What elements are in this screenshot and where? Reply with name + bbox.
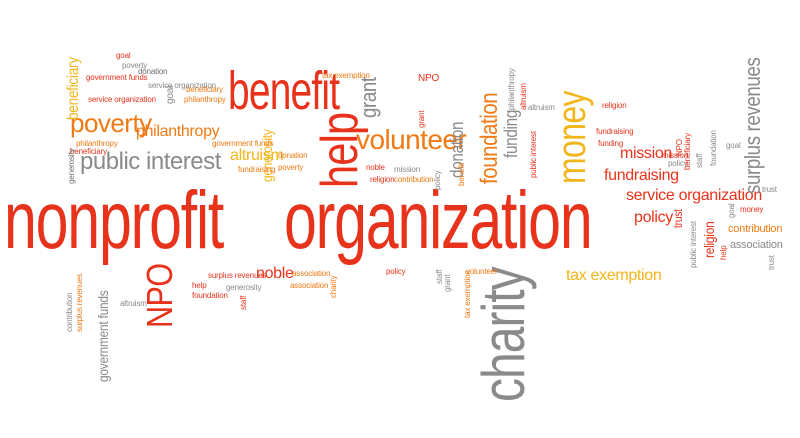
word-volunteer-low: volunteer (466, 267, 498, 276)
word-philanthropy-right: philanthropy (507, 68, 516, 110)
word-nonprofit: nonprofit (4, 175, 224, 266)
word-religion-mid: religion (370, 175, 395, 184)
word-philanthropy-small: philanthropy (184, 95, 226, 104)
word-poverty: poverty (70, 108, 152, 138)
word-npo-small: NPO (418, 73, 440, 84)
word-trust-small: trust (762, 185, 777, 194)
word-npo-right: NPO (675, 139, 684, 156)
word-foundation: foundation (476, 92, 503, 184)
word-beneficiary-small: beneficiary (186, 85, 223, 94)
word-benefit: benefit (228, 61, 340, 121)
word-volunteer: volunteer (356, 124, 467, 155)
word-service-organization-small: service organization (148, 81, 216, 90)
word-policy-small: policy (668, 159, 688, 168)
word-fundraising-mid: fundraising (238, 165, 276, 174)
word-philanthropy-mid: philanthropy (76, 139, 118, 148)
word-government-funds-small: government funds (86, 73, 148, 82)
word-help: help (311, 112, 369, 188)
word-tax-exemption: tax exemption (566, 267, 662, 284)
word-contribution-left: contribution (65, 292, 74, 332)
word-charity: charity (470, 267, 537, 402)
word-public-interest: public interest (80, 148, 221, 175)
word-tax-exemption-small: tax exemption (322, 71, 370, 80)
word-tax-exemption-mid: tax exemption (463, 270, 472, 318)
word-beneficiary-right: beneficiary (683, 133, 692, 170)
word-generosity-low: generosity (226, 283, 262, 292)
word-contribution: contribution (728, 223, 783, 235)
word-noble-mid: noble (366, 163, 385, 172)
word-government-funds-mid: government funds (212, 139, 274, 148)
word-donation-mid: donation (278, 151, 308, 160)
word-association-low: association (292, 269, 331, 278)
word-altruism-low: altruism (120, 299, 147, 308)
word-foundation-right: foundation (709, 130, 718, 166)
word-grant: grant (356, 77, 381, 118)
word-goal-right: goal (727, 203, 736, 219)
word-religion-small: religion (602, 101, 627, 110)
word-goal: goal (116, 51, 131, 60)
word-mission-small: mission (662, 151, 688, 160)
word-funding: funding (501, 109, 521, 158)
word-goal-left: goal (165, 85, 176, 104)
word-public-interest-right: public interest (529, 131, 538, 178)
word-nonprofit-organization-small: service organization (88, 95, 156, 104)
word-surplus-revenues-low: surplus revenues (208, 271, 267, 280)
word-contribution-mid: contribution (394, 175, 434, 184)
word-policy: policy (634, 209, 673, 226)
word-mission-mid: mission (394, 165, 420, 174)
word-policy-mid: policy (433, 170, 442, 191)
word-government-funds: government funds (95, 290, 111, 382)
word-policy-low: policy (386, 267, 406, 276)
word-funding-small: funding (598, 139, 624, 148)
word-altruism: altruism (230, 147, 284, 164)
word-religion: religion (701, 221, 717, 258)
word-money-small: money (740, 205, 764, 214)
word-trust: trust (671, 209, 685, 228)
word-philanthropy: philanthropy (136, 123, 220, 140)
word-help-low: help (192, 281, 207, 290)
word-goal-2: goal (726, 141, 741, 150)
word-fundraising: fundraising (604, 167, 679, 184)
word-altruism-small: altruism (528, 103, 555, 112)
word-help-right: help (719, 245, 728, 261)
word-mission: mission (620, 145, 672, 162)
word-noble: noble (256, 265, 294, 282)
word-foundation-low: foundation (192, 291, 228, 300)
word-beneficiary-mid: beneficiary (70, 147, 107, 156)
word-grant-mid: grant (417, 110, 426, 128)
word-benefit-mid: benefit (457, 163, 466, 186)
word-service-organization: service organization (626, 187, 762, 204)
word-charity-low: charity (329, 275, 338, 298)
word-grant-low: grant (443, 274, 452, 292)
word-staff-right: staff (695, 153, 704, 168)
word-altruism-right: altruism (519, 83, 528, 110)
word-poverty-small: poverty (122, 61, 148, 70)
word-trust-right: trust (767, 255, 776, 270)
word-association: association (730, 239, 783, 251)
word-beneficiary: beneficiary (65, 57, 82, 120)
word-donation-small: donation (138, 67, 168, 76)
word-surplus-revenues-left: surplus revenues (75, 273, 84, 332)
word-npo: NPO (139, 263, 180, 328)
word-generosity-left: generosity (67, 148, 76, 184)
word-organization: organization (284, 175, 593, 266)
word-association-low-2: association (290, 281, 329, 290)
word-surplus-revenues: surplus revenues (740, 57, 765, 194)
word-money: money (550, 91, 594, 184)
word-staff-low: staff (239, 295, 248, 310)
word-generosity: generosity (259, 129, 275, 182)
word-public-interest-right-2: public interest (689, 221, 698, 268)
word-poverty-mid: poverty (278, 163, 304, 172)
word-fundraising-small: fundraising (596, 127, 634, 136)
